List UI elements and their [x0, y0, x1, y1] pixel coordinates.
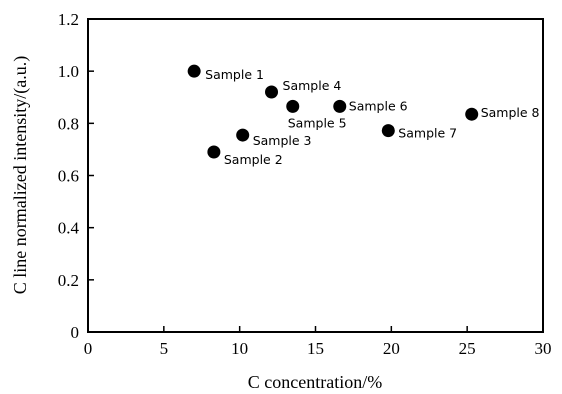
- data-point: [381, 124, 395, 138]
- data-point: [265, 85, 279, 99]
- x-tick-label: 0: [84, 339, 93, 358]
- data-point-label: Sample 7: [398, 126, 457, 141]
- data-point: [187, 64, 201, 78]
- y-tick-label: 0.4: [58, 219, 80, 238]
- y-tick-label: 0.8: [58, 114, 79, 133]
- y-tick-label: 1.0: [58, 62, 79, 81]
- data-point-label: Sample 8: [481, 105, 540, 120]
- plot-frame: [87, 18, 544, 333]
- x-tick-label: 15: [307, 339, 324, 358]
- y-tick-label: 0.6: [58, 167, 79, 186]
- data-point-label: Sample 4: [283, 78, 342, 93]
- data-labels: Sample 1 Sample 2 Sample 3 Sample 4 Sample 5…: [205, 67, 539, 167]
- data-point-label: Sample 3: [253, 133, 312, 148]
- y-axis-title: C line normalized intensity/(a.u.): [10, 56, 31, 294]
- data-point-label: Sample 1: [205, 67, 264, 82]
- data-point-label: Sample 2: [224, 152, 283, 167]
- y-tick-label: 1.2: [58, 10, 79, 29]
- x-tick-label: 5: [160, 339, 169, 358]
- data-point: [207, 145, 221, 159]
- x-tick-label: 25: [459, 339, 476, 358]
- data-point: [236, 128, 250, 142]
- data-point-label: Sample 6: [349, 98, 408, 113]
- y-axis: 0 0.2 0.4 0.6 0.8 1.0 1.2: [58, 10, 94, 342]
- x-tick-label: 10: [231, 339, 248, 358]
- x-axis: 0 5 10 15 20 25 30: [84, 326, 552, 358]
- data-points: [187, 64, 479, 159]
- x-tick-label: 30: [535, 339, 552, 358]
- data-point: [333, 99, 347, 113]
- x-tick-label: 20: [383, 339, 400, 358]
- data-point: [286, 99, 300, 113]
- y-tick-label: 0: [71, 323, 80, 342]
- x-axis-title: C concentration/%: [248, 372, 382, 392]
- y-tick-label: 0.2: [58, 271, 79, 290]
- data-point-label: Sample 5: [288, 115, 347, 130]
- data-point: [465, 107, 479, 121]
